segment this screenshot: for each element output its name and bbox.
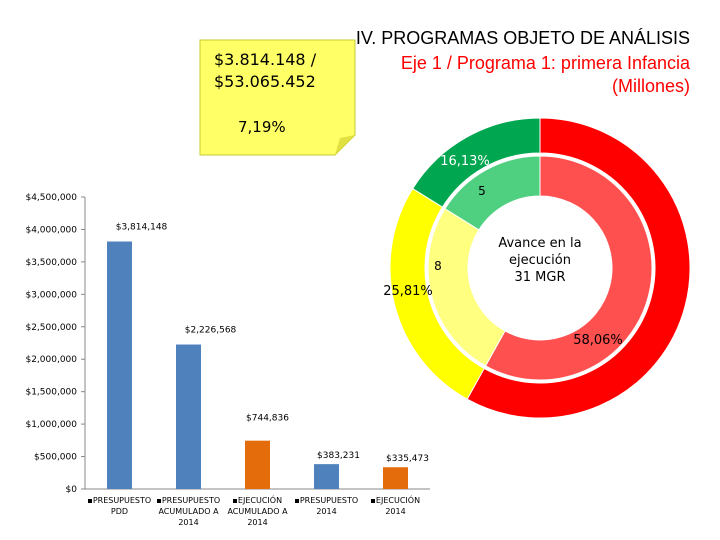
- y-tick-label: $1,000,000: [25, 420, 77, 430]
- y-tick-label: $1,500,000: [25, 388, 77, 398]
- value-label: $335,473: [386, 454, 429, 464]
- subtitle: Eje 1 / Programa 1: primera Infancia: [400, 53, 690, 73]
- center-line: ejecución: [509, 253, 571, 268]
- bar: [176, 344, 201, 489]
- category: PRESUPUESTO PDD: [92, 496, 152, 516]
- x-tick-label: PRESUPUESTO ACUMULADO A 2014: [154, 495, 224, 528]
- bar: [383, 467, 408, 489]
- value-label: $2,226,568: [185, 326, 237, 336]
- title: IV. PROGRAMAS OBJETO DE ANÁLISIS: [355, 28, 690, 48]
- bullet: [232, 498, 237, 503]
- x-tick-label: EJECUCIÓN ACUMULADO A 2014: [223, 495, 293, 528]
- y-tick-label: $4,000,000: [25, 225, 77, 235]
- note-line: $3.814.148 /: [214, 50, 317, 69]
- unit: (Millones): [611, 76, 690, 96]
- note-percent: 7,19%: [238, 118, 286, 136]
- value-label: $744,836: [246, 414, 289, 424]
- note-line: $53.065.452: [214, 72, 316, 91]
- segment-label: 25,81%: [383, 284, 433, 299]
- bullet: [370, 498, 375, 503]
- category: PRESUPUESTO ACUMULADO A 2014: [158, 496, 221, 527]
- y-tick-label: $3,500,000: [25, 258, 77, 268]
- value-label: $3,814,148: [116, 223, 168, 233]
- x-tick-label: EJECUCIÓN 2014: [361, 495, 431, 517]
- bullet: [87, 498, 92, 503]
- segment-label: 16,13%: [440, 154, 490, 169]
- bar: [314, 464, 339, 489]
- bullet: [156, 498, 161, 503]
- center-line: 31 MGR: [514, 270, 566, 285]
- category: EJECUCIÓN 2014: [375, 496, 421, 516]
- bar: [107, 241, 132, 489]
- segment-label: 58,06%: [573, 333, 623, 348]
- y-tick-label: $3,000,000: [25, 290, 77, 300]
- y-tick-label: $2,000,000: [25, 355, 77, 365]
- donut-segment: [484, 155, 653, 381]
- bar: [245, 440, 270, 489]
- note-fold: [335, 135, 355, 155]
- x-tick-label: PRESUPUESTO PDD: [85, 495, 155, 517]
- category: EJECUCIÓN ACUMULADO A 2014: [227, 496, 288, 527]
- donut-segment: [466, 117, 691, 419]
- y-tick-label: $0: [66, 485, 78, 495]
- segment-value: 8: [434, 259, 442, 273]
- value-label: $383,231: [317, 451, 360, 461]
- x-tick-label: PRESUPUESTO 2014: [292, 495, 362, 517]
- y-tick-label: $4,500,000: [25, 193, 77, 203]
- donut-center: Avance en la ejecución 31 MGR: [475, 235, 605, 286]
- y-tick-label: $500,000: [34, 453, 77, 463]
- bullet: [294, 498, 299, 503]
- category: PRESUPUESTO 2014: [299, 496, 359, 516]
- segment-value: 18: [592, 276, 607, 290]
- y-tick-label: $2,500,000: [25, 323, 77, 333]
- segment-value: 5: [478, 184, 486, 198]
- center-line: Avance en la: [498, 236, 582, 251]
